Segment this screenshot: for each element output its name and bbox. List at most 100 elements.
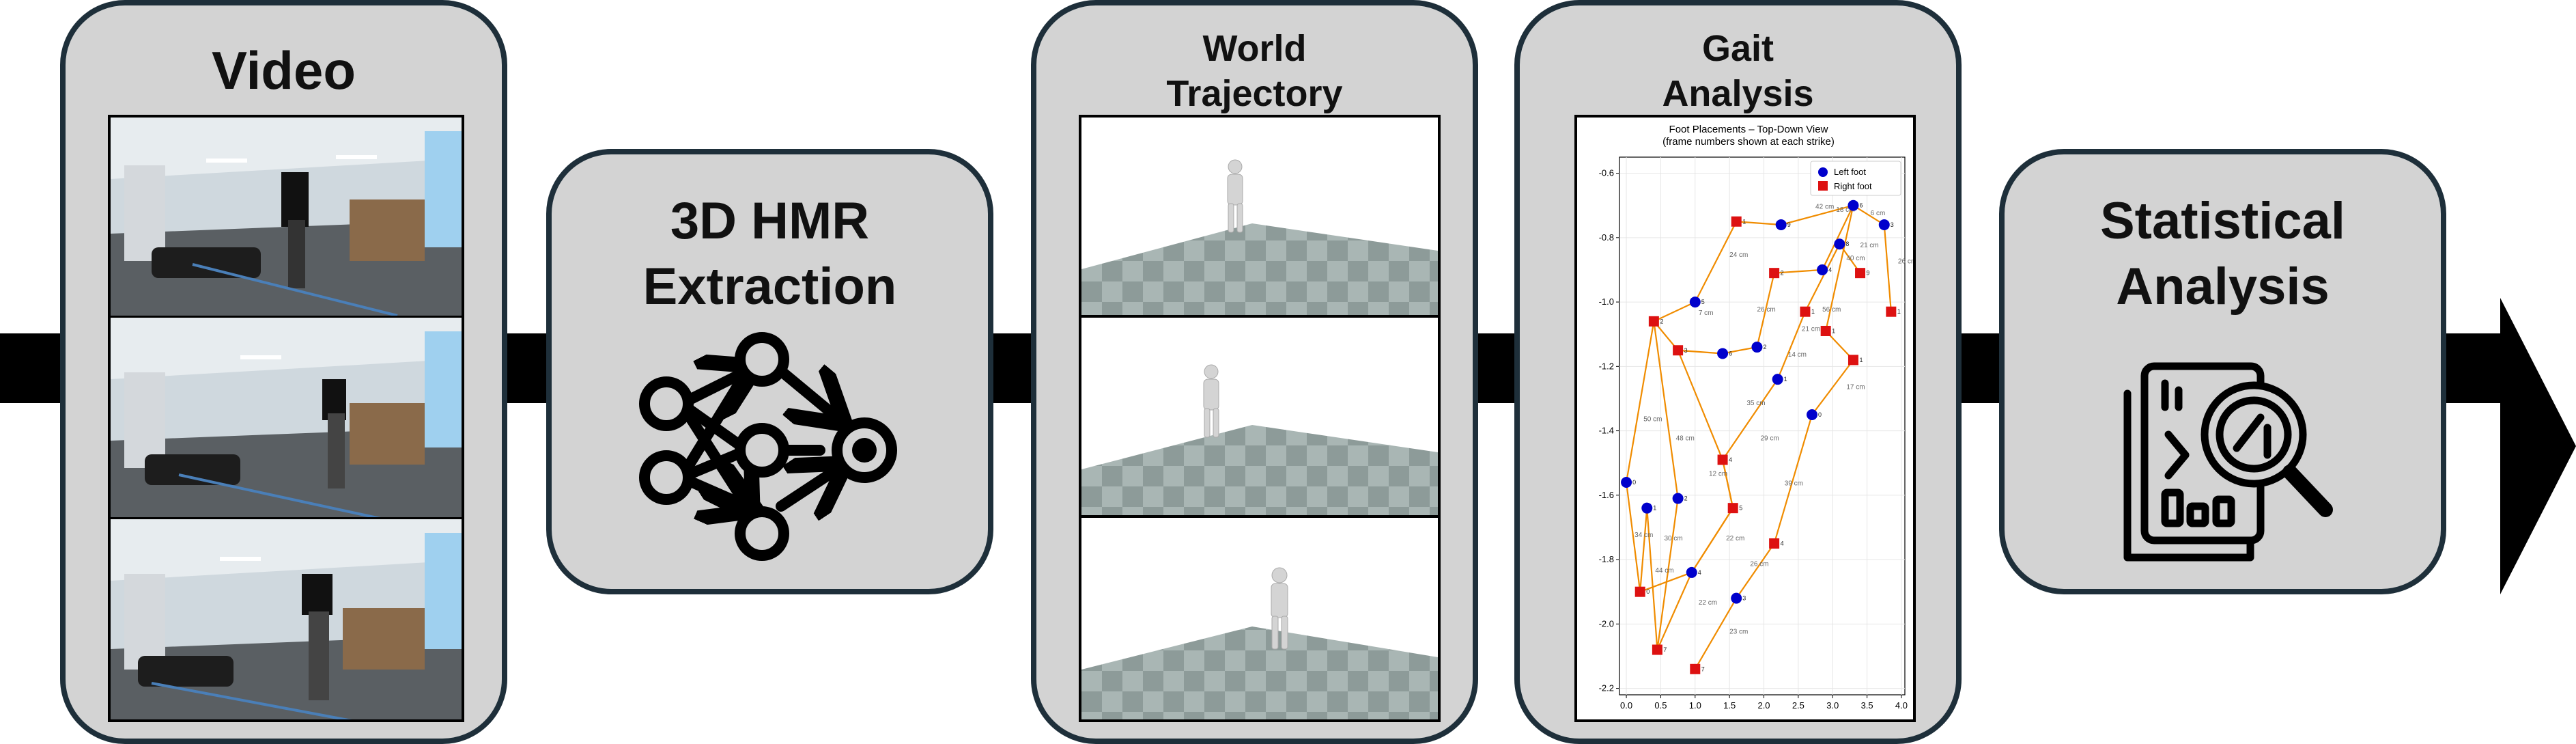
right-foot-marker: [1652, 644, 1662, 655]
y-tick-label: -0.8: [1599, 232, 1614, 243]
frame-number-label: 6: [1729, 350, 1732, 357]
step-distance-label: 6 cm: [1871, 210, 1886, 217]
step-path: [1625, 204, 1892, 483]
right-foot-marker: [1800, 306, 1811, 317]
right-foot-marker: [1769, 538, 1780, 549]
video-frames: [108, 115, 464, 722]
trajectory-frames: [1079, 115, 1441, 722]
right-foot-marker: [1886, 306, 1897, 317]
magnifying-glass-chart-icon: [2123, 362, 2333, 562]
legend-label-left-foot: Left foot: [1834, 167, 1866, 177]
step-distance-label: 23 cm: [1729, 628, 1748, 635]
trajectory-frame-1: [1081, 118, 1438, 316]
stage-stats: Statistical Analysis: [1999, 149, 2446, 594]
step-distance-label: 22 cm: [1699, 599, 1717, 607]
y-tick-label: -1.0: [1599, 297, 1614, 307]
legend-left-foot-marker: [1818, 167, 1828, 177]
step-distance-label: 22 cm: [1726, 535, 1744, 542]
stage-title-stats: Statistical Analysis: [2099, 192, 2346, 316]
video-frame-1: [111, 118, 462, 316]
y-tick-label: -1.6: [1599, 490, 1614, 500]
right-foot-marker: [1820, 325, 1831, 336]
y-tick-label: -1.8: [1599, 554, 1614, 564]
frame-number-label: 3: [1742, 595, 1746, 602]
legend-box: [1810, 161, 1901, 196]
step-distance-label: 44 cm: [1655, 567, 1673, 575]
chart-title: Foot Placements – Top-Down View: [1669, 124, 1828, 135]
frame-number-label: 4: [1698, 569, 1701, 576]
step-distance-label: 14 cm: [1788, 351, 1807, 359]
left-foot-marker: [1641, 502, 1653, 514]
step-path: [1625, 204, 1854, 650]
x-tick-label: 3.5: [1861, 700, 1873, 711]
step-distance-label: 21 cm: [1860, 242, 1879, 249]
step-distance-label: 29 cm: [1760, 435, 1779, 443]
left-foot-marker: [1621, 476, 1632, 488]
stage-title-world: World Trajectory: [1166, 28, 1343, 114]
frame-number-label: 9: [1787, 221, 1791, 228]
step-distance-label: 17 cm: [1846, 383, 1865, 391]
left-foot-marker: [1717, 348, 1729, 359]
right-foot-marker: [1848, 355, 1858, 366]
frame-number-label: 2: [1684, 495, 1688, 502]
right-foot-marker: [1690, 663, 1701, 674]
step-distance-label: 24 cm: [1729, 251, 1748, 259]
stage-title-video: Video: [212, 40, 356, 100]
frame-number-label: 1: [1811, 308, 1815, 315]
left-foot-marker: [1772, 374, 1783, 385]
video-frame-2: [111, 316, 462, 519]
video-frame-3: [111, 517, 462, 719]
x-tick-label: 0.0: [1620, 700, 1632, 711]
left-foot-marker: [1807, 409, 1818, 421]
y-tick-label: -1.4: [1599, 426, 1614, 436]
step-distance-label: 26 cm: [1898, 258, 1913, 266]
frame-number-label: 6: [1859, 202, 1863, 209]
y-tick-label: -1.2: [1599, 361, 1614, 371]
frame-number-label: 1: [1653, 505, 1656, 512]
x-tick-label: 0.5: [1654, 700, 1667, 711]
frame-number-label: 0: [1632, 479, 1636, 486]
frame-number-label: 7: [1663, 646, 1667, 653]
right-foot-marker: [1731, 216, 1742, 227]
frame-number-label: 1: [1859, 357, 1863, 363]
left-foot-marker: [1834, 238, 1845, 250]
step-distance-label: 56 cm: [1822, 306, 1841, 314]
step-distance-label: 26 cm: [1750, 560, 1768, 568]
right-foot-marker: [1727, 503, 1738, 514]
frame-number-label: 5: [1701, 299, 1705, 305]
left-foot-marker: [1848, 199, 1859, 211]
left-foot-marker: [1817, 264, 1828, 275]
x-tick-label: 2.5: [1792, 700, 1804, 711]
step-distance-label: 42 cm: [1815, 203, 1834, 210]
frame-number-label: 7: [1701, 665, 1705, 672]
stage-gait: Gait Analysis Foot Placements – Top-Down…: [1514, 0, 1962, 744]
flow-arrow-head: [2500, 298, 2576, 594]
neural-network-icon: [639, 332, 897, 561]
left-foot-marker: [1751, 342, 1763, 353]
right-foot-marker: [1634, 586, 1645, 597]
step-distance-label: 21 cm: [1802, 325, 1820, 333]
left-foot-marker: [1672, 493, 1684, 504]
left-foot-marker: [1689, 297, 1701, 308]
stage-title-gait: Gait Analysis: [1662, 28, 1814, 114]
frame-number-label: 9: [1867, 270, 1870, 277]
step-distance-label: 39 cm: [1785, 480, 1803, 488]
x-tick-label: 1.5: [1723, 700, 1736, 711]
left-foot-marker: [1686, 566, 1697, 578]
trajectory-renders: [1081, 118, 1438, 719]
step-distance-label: 26 cm: [1757, 306, 1775, 314]
trajectory-frame-3: [1081, 518, 1438, 719]
right-foot-marker: [1717, 454, 1728, 465]
step-distance-label: 35 cm: [1746, 400, 1765, 407]
plot-area: [1619, 156, 1906, 695]
step-distance-label: 50 cm: [1643, 415, 1662, 423]
step-distance-label: 30 cm: [1664, 535, 1682, 542]
stage-world: World Trajectory: [1031, 0, 1478, 744]
frame-number-label: 0: [1818, 411, 1822, 418]
left-foot-marker: [1731, 592, 1742, 604]
chart-subtitle: (frame numbers shown at each strike): [1662, 136, 1835, 148]
x-tick-label: 4.0: [1895, 700, 1908, 711]
stage-title-hmr: 3D HMR Extraction: [642, 192, 897, 316]
x-tick-label: 2.0: [1757, 700, 1770, 711]
frame-number-label: 1: [1832, 327, 1835, 334]
